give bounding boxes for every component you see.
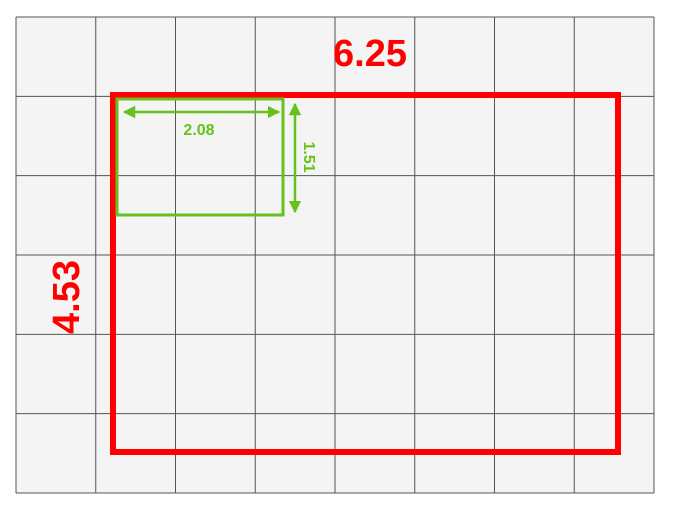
inner-height-label: 1.51 (300, 141, 317, 172)
outer-height-label: 4.53 (46, 260, 88, 334)
outer-rectangle (110, 92, 621, 455)
inner-width-label: 2.08 (183, 122, 214, 139)
outer-width-label: 6.25 (333, 33, 407, 75)
inner-rectangle (115, 97, 285, 217)
